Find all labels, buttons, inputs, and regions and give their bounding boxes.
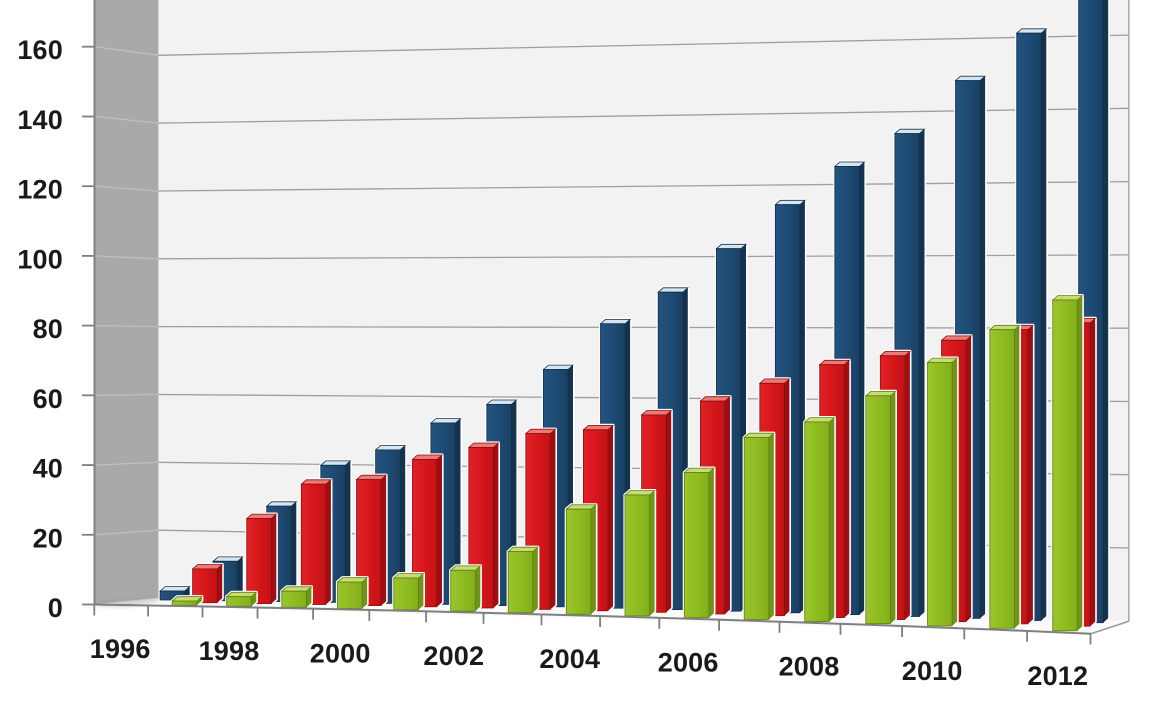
svg-text:80: 80 (33, 314, 63, 344)
svg-text:2008: 2008 (779, 652, 840, 682)
svg-text:2012: 2012 (1027, 661, 1088, 691)
svg-text:140: 140 (17, 105, 63, 135)
svg-text:100: 100 (17, 244, 63, 274)
svg-text:20: 20 (33, 523, 63, 553)
svg-text:60: 60 (33, 384, 63, 414)
svg-text:120: 120 (17, 175, 63, 205)
svg-text:2004: 2004 (539, 644, 600, 674)
svg-text:2010: 2010 (902, 656, 963, 686)
svg-text:2006: 2006 (658, 648, 719, 678)
svg-text:2000: 2000 (310, 638, 371, 668)
svg-text:0: 0 (48, 593, 63, 623)
svg-text:1998: 1998 (199, 636, 260, 666)
svg-text:40: 40 (33, 454, 63, 484)
svg-text:160: 160 (17, 35, 63, 65)
svg-text:2002: 2002 (423, 641, 484, 671)
svg-text:1996: 1996 (90, 634, 151, 664)
